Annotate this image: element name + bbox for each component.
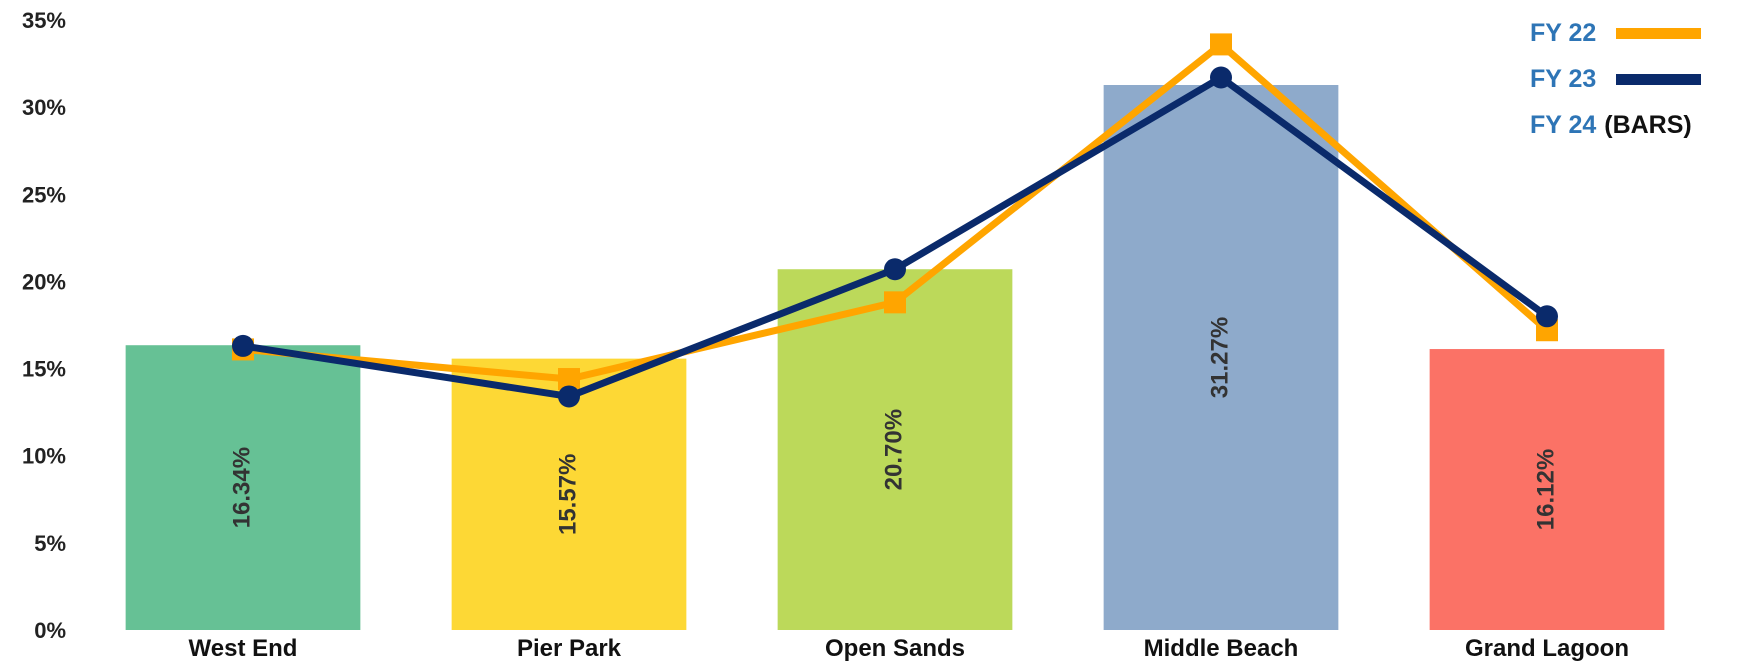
- series-point: [884, 258, 906, 281]
- y-tick-label: 5%: [34, 531, 66, 556]
- x-category-label: Grand Lagoon: [1465, 635, 1629, 662]
- bar: [125, 345, 361, 630]
- legend-item-fy22: FY 22: [1530, 10, 1740, 56]
- legend-label-fy24: FY 24: [1530, 110, 1597, 139]
- legend-swatch-fy22: [1616, 27, 1702, 39]
- bar-data-label: 16.34%: [228, 447, 255, 528]
- bar: [1429, 349, 1665, 630]
- y-tick-label: 10%: [22, 444, 66, 469]
- series-point: [1536, 305, 1558, 328]
- x-axis: West End Pier Park Open Sands Middle Beach G…: [189, 635, 1629, 662]
- legend: FY 22 FY 23 FY 24 (BARS): [1530, 10, 1740, 148]
- y-tick-label: 25%: [22, 182, 66, 207]
- bar-data-label: 15.57%: [554, 454, 581, 535]
- series-point: [558, 368, 580, 391]
- bar: [1103, 85, 1339, 631]
- legend-item-fy24: FY 24 (BARS): [1530, 102, 1740, 148]
- x-category-label: Middle Beach: [1144, 635, 1299, 662]
- y-tick-label: 35%: [22, 8, 66, 33]
- series-point: [884, 291, 906, 314]
- y-tick-label: 20%: [22, 269, 66, 294]
- legend-swatch-fy23: [1616, 73, 1702, 85]
- x-category-label: West End: [189, 635, 298, 662]
- bar-data-label: 16.12%: [1532, 449, 1559, 530]
- series-point: [1210, 66, 1232, 89]
- bars-layer: 16.34% 15.57% 20.70% 31.27% 16.12%: [125, 85, 1665, 631]
- x-category-label: Open Sands: [825, 635, 965, 662]
- series-point: [1210, 33, 1232, 56]
- series-point: [558, 385, 580, 408]
- bar: [777, 269, 1013, 630]
- series-point: [232, 334, 254, 357]
- y-tick-label: 30%: [22, 95, 66, 120]
- bar-data-label: 31.27%: [1206, 317, 1233, 398]
- legend-item-fy23: FY 23: [1530, 56, 1740, 102]
- y-axis: 0% 5% 10% 15% 20% 25% 30% 35%: [22, 8, 66, 643]
- lines-layer: [232, 33, 1558, 408]
- legend-label-fy23: FY 23: [1530, 64, 1597, 93]
- bar-data-label: 20.70%: [880, 409, 907, 490]
- x-category-label: Pier Park: [517, 635, 622, 662]
- legend-note-bars: (BARS): [1604, 110, 1692, 139]
- legend-label-fy22: FY 22: [1530, 18, 1597, 47]
- y-tick-label: 0%: [34, 618, 66, 643]
- y-tick-label: 15%: [22, 357, 66, 382]
